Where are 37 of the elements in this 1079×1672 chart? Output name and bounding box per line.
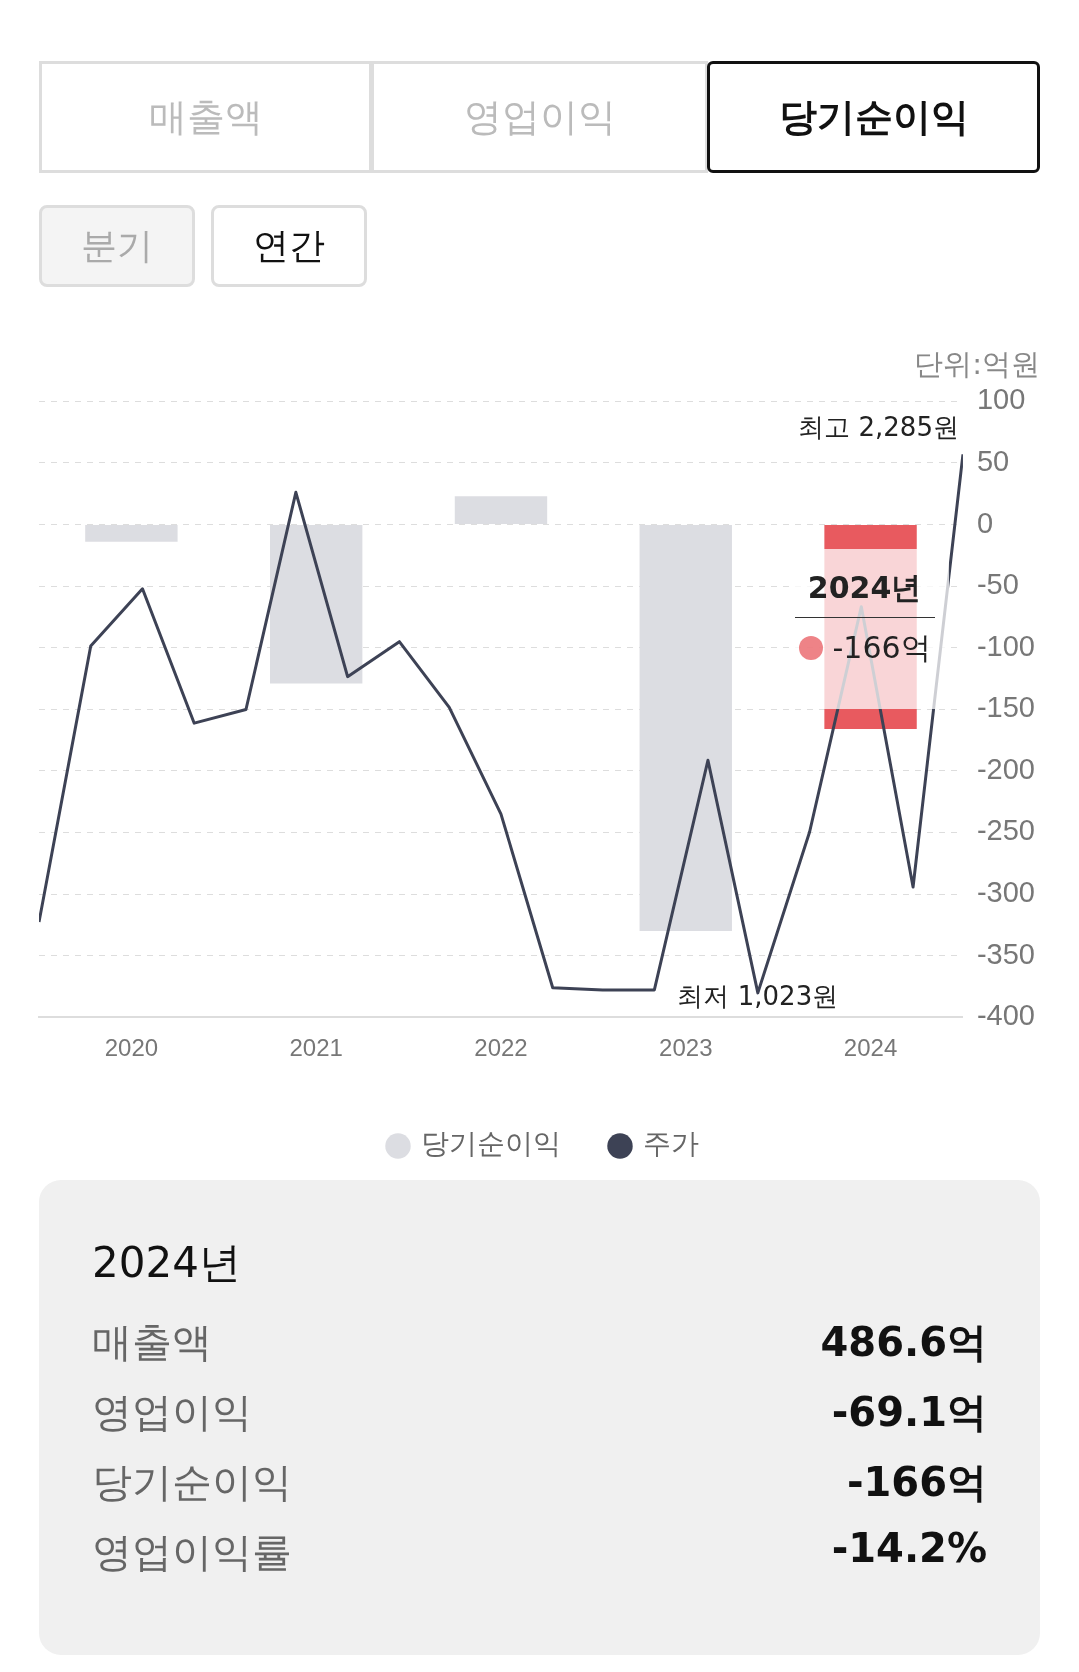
text: 분기 <box>39 205 195 287</box>
y-tick-label: -350 <box>976 937 1035 970</box>
text: -69.1억 <box>831 1388 987 1437</box>
x-tick-label: 2023 <box>659 1034 713 1062</box>
text: 매출액 <box>39 61 372 173</box>
text: -166억 <box>846 1458 987 1507</box>
x-tick-label: 2020 <box>104 1034 159 1062</box>
text: 매출액 <box>92 1318 212 1367</box>
y-tick-label: -250 <box>976 814 1035 847</box>
text: 당기순이익 <box>707 61 1040 173</box>
data-label: 최고 2,285원 <box>798 412 959 443</box>
legend-label: 당기순이익 <box>421 1127 561 1161</box>
text: 연간 <box>211 205 367 287</box>
text: 486.6억 <box>820 1318 987 1367</box>
y-tick-label: -100 <box>976 629 1035 662</box>
y-tick-label: -50 <box>976 568 1019 601</box>
annotation: 2024년 <box>794 567 935 618</box>
text: 영업이익 <box>371 61 708 173</box>
legend-label: 주가 <box>643 1127 699 1161</box>
y-tick-label: 0 <box>976 506 994 539</box>
x-tick-label: 2022 <box>474 1034 528 1062</box>
data-label: 최저 1,023원 <box>677 980 839 1011</box>
y-tick-label: -400 <box>976 999 1035 1032</box>
y-tick-label: -150 <box>976 691 1035 724</box>
y-tick-label: 50 <box>976 444 1010 477</box>
y-tick-label: -200 <box>976 752 1035 785</box>
y-axis-title: 단위:억원 <box>914 346 1040 383</box>
text: 당기순이익 <box>92 1458 292 1507</box>
x-tick-label: 2021 <box>289 1034 343 1062</box>
x-tick-label: 2024 <box>843 1034 898 1062</box>
text: 2024년 <box>92 1237 241 1289</box>
y-tick-label: -300 <box>976 876 1035 909</box>
annotation: -166억 <box>832 628 931 667</box>
y-tick-label: 100 <box>976 383 1026 416</box>
text: -14.2% <box>831 1525 987 1573</box>
text: 영업이익 <box>92 1388 252 1437</box>
text: 영업이익률 <box>92 1528 292 1577</box>
